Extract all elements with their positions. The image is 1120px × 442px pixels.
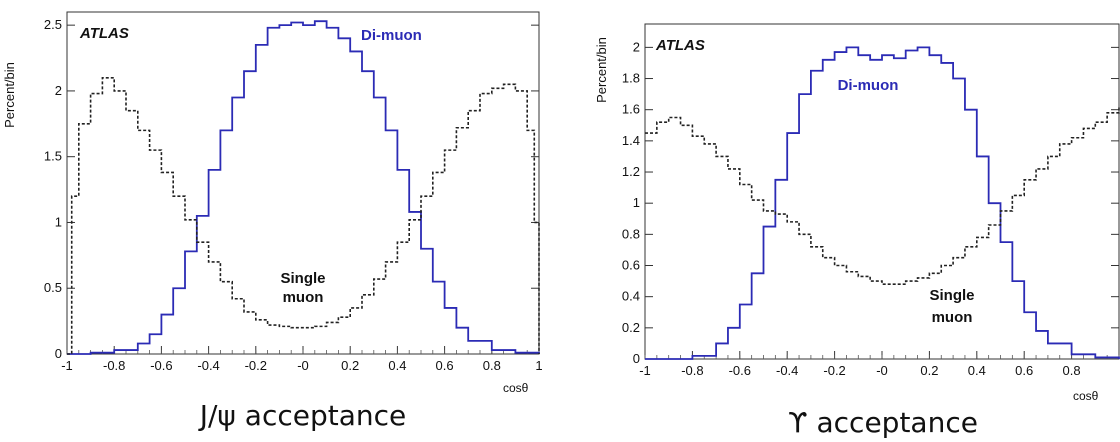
- single-muon-series: [645, 106, 1120, 286]
- x-tick-label: -0.4: [197, 358, 219, 373]
- dimuon-annotation: Di-muon: [838, 77, 899, 94]
- atlas-badge: ATLAS: [79, 25, 129, 42]
- y-tick-label: 1.8: [622, 71, 640, 86]
- y-tick-label: 2: [55, 83, 62, 98]
- x-tick-label: -1: [639, 363, 651, 378]
- series-group-jpsi: [67, 20, 540, 355]
- muon-annotation: muon: [932, 309, 973, 326]
- y-tick-label: 0.6: [622, 258, 640, 273]
- x-tick-label: 0.8: [483, 358, 501, 373]
- x-tick-label: -0.8: [103, 358, 125, 373]
- x-tick-label: -0.4: [776, 363, 798, 378]
- single-annotation: Single: [929, 287, 974, 304]
- x-tick-label: -0: [876, 363, 888, 378]
- y-tick-label: 0.4: [622, 289, 640, 304]
- y-tick-label: 1.6: [622, 102, 640, 117]
- y-tick-label: 1.4: [622, 133, 640, 148]
- dimuon-series: [645, 46, 1120, 360]
- axis-ticks-jpsi: -1 -0.8 -0.6 -0.4 -0.2 -0 0.2 0.4 0.6 0.8 1 0 0.5 1 1.…: [44, 17, 543, 373]
- x-tick-label: 0.6: [1015, 363, 1033, 378]
- y-tick-label: 1: [55, 214, 62, 229]
- x-tick-label: -0.2: [245, 358, 267, 373]
- single-annotation: Single: [280, 270, 325, 287]
- x-tick-label: -0.2: [823, 363, 845, 378]
- dimuon-annotation: Di-muon: [361, 27, 422, 44]
- y-tick-label: 1: [633, 195, 640, 210]
- y-axis-label: Percent/bin: [2, 62, 17, 128]
- x-tick-label: 0.8: [1063, 363, 1081, 378]
- y-tick-label: 1.2: [622, 164, 640, 179]
- y-tick-label: 0.2: [622, 320, 640, 335]
- plot-frame-upsilon: [644, 23, 1120, 360]
- x-tick-label: 0.4: [388, 358, 406, 373]
- x-tick-label: -0: [297, 358, 309, 373]
- x-tick-label: -1: [61, 358, 73, 373]
- x-tick-label: 0.2: [341, 358, 359, 373]
- x-axis-label: cosθ: [1073, 389, 1099, 403]
- y-tick-label: 0.5: [44, 280, 62, 295]
- y-tick-label: 1.5: [44, 149, 62, 164]
- x-tick-label: -0.6: [729, 363, 751, 378]
- y-tick-label: 0: [55, 346, 62, 361]
- x-axis-label: cosθ: [503, 381, 529, 395]
- plot-frame-jpsi: [66, 11, 540, 355]
- x-tick-label: 1: [535, 358, 542, 373]
- x-tick-label: -0.6: [150, 358, 172, 373]
- chart-title: ϒ acceptance: [788, 406, 978, 439]
- y-axis-label: Percent/bin: [594, 37, 609, 103]
- atlas-badge: ATLAS: [655, 37, 705, 54]
- single-muon-series: [67, 76, 540, 355]
- chart-title: J/ψ acceptance: [198, 399, 407, 432]
- panel-upsilon: -1 -0.8 -0.6 -0.4 -0.2 -0 0.2 0.4 0.6 0.8 0 0.2 0.4 0…: [594, 23, 1120, 439]
- dimuon-series: [67, 20, 540, 355]
- x-tick-label: 0.2: [920, 363, 938, 378]
- series-group-upsilon: [645, 46, 1120, 360]
- y-tick-label: 0: [633, 351, 640, 366]
- y-tick-label: 2.5: [44, 17, 62, 32]
- panel-jpsi: -1 -0.8 -0.6 -0.4 -0.2 -0 0.2 0.4 0.6 0.8 1 0 0.5 1 1.…: [2, 11, 543, 432]
- y-tick-label: 2: [633, 39, 640, 54]
- x-tick-label: 0.4: [968, 363, 986, 378]
- x-tick-label: -0.8: [681, 363, 703, 378]
- muon-annotation: muon: [283, 289, 324, 306]
- y-tick-label: 0.8: [622, 226, 640, 241]
- x-tick-label: 0.6: [436, 358, 454, 373]
